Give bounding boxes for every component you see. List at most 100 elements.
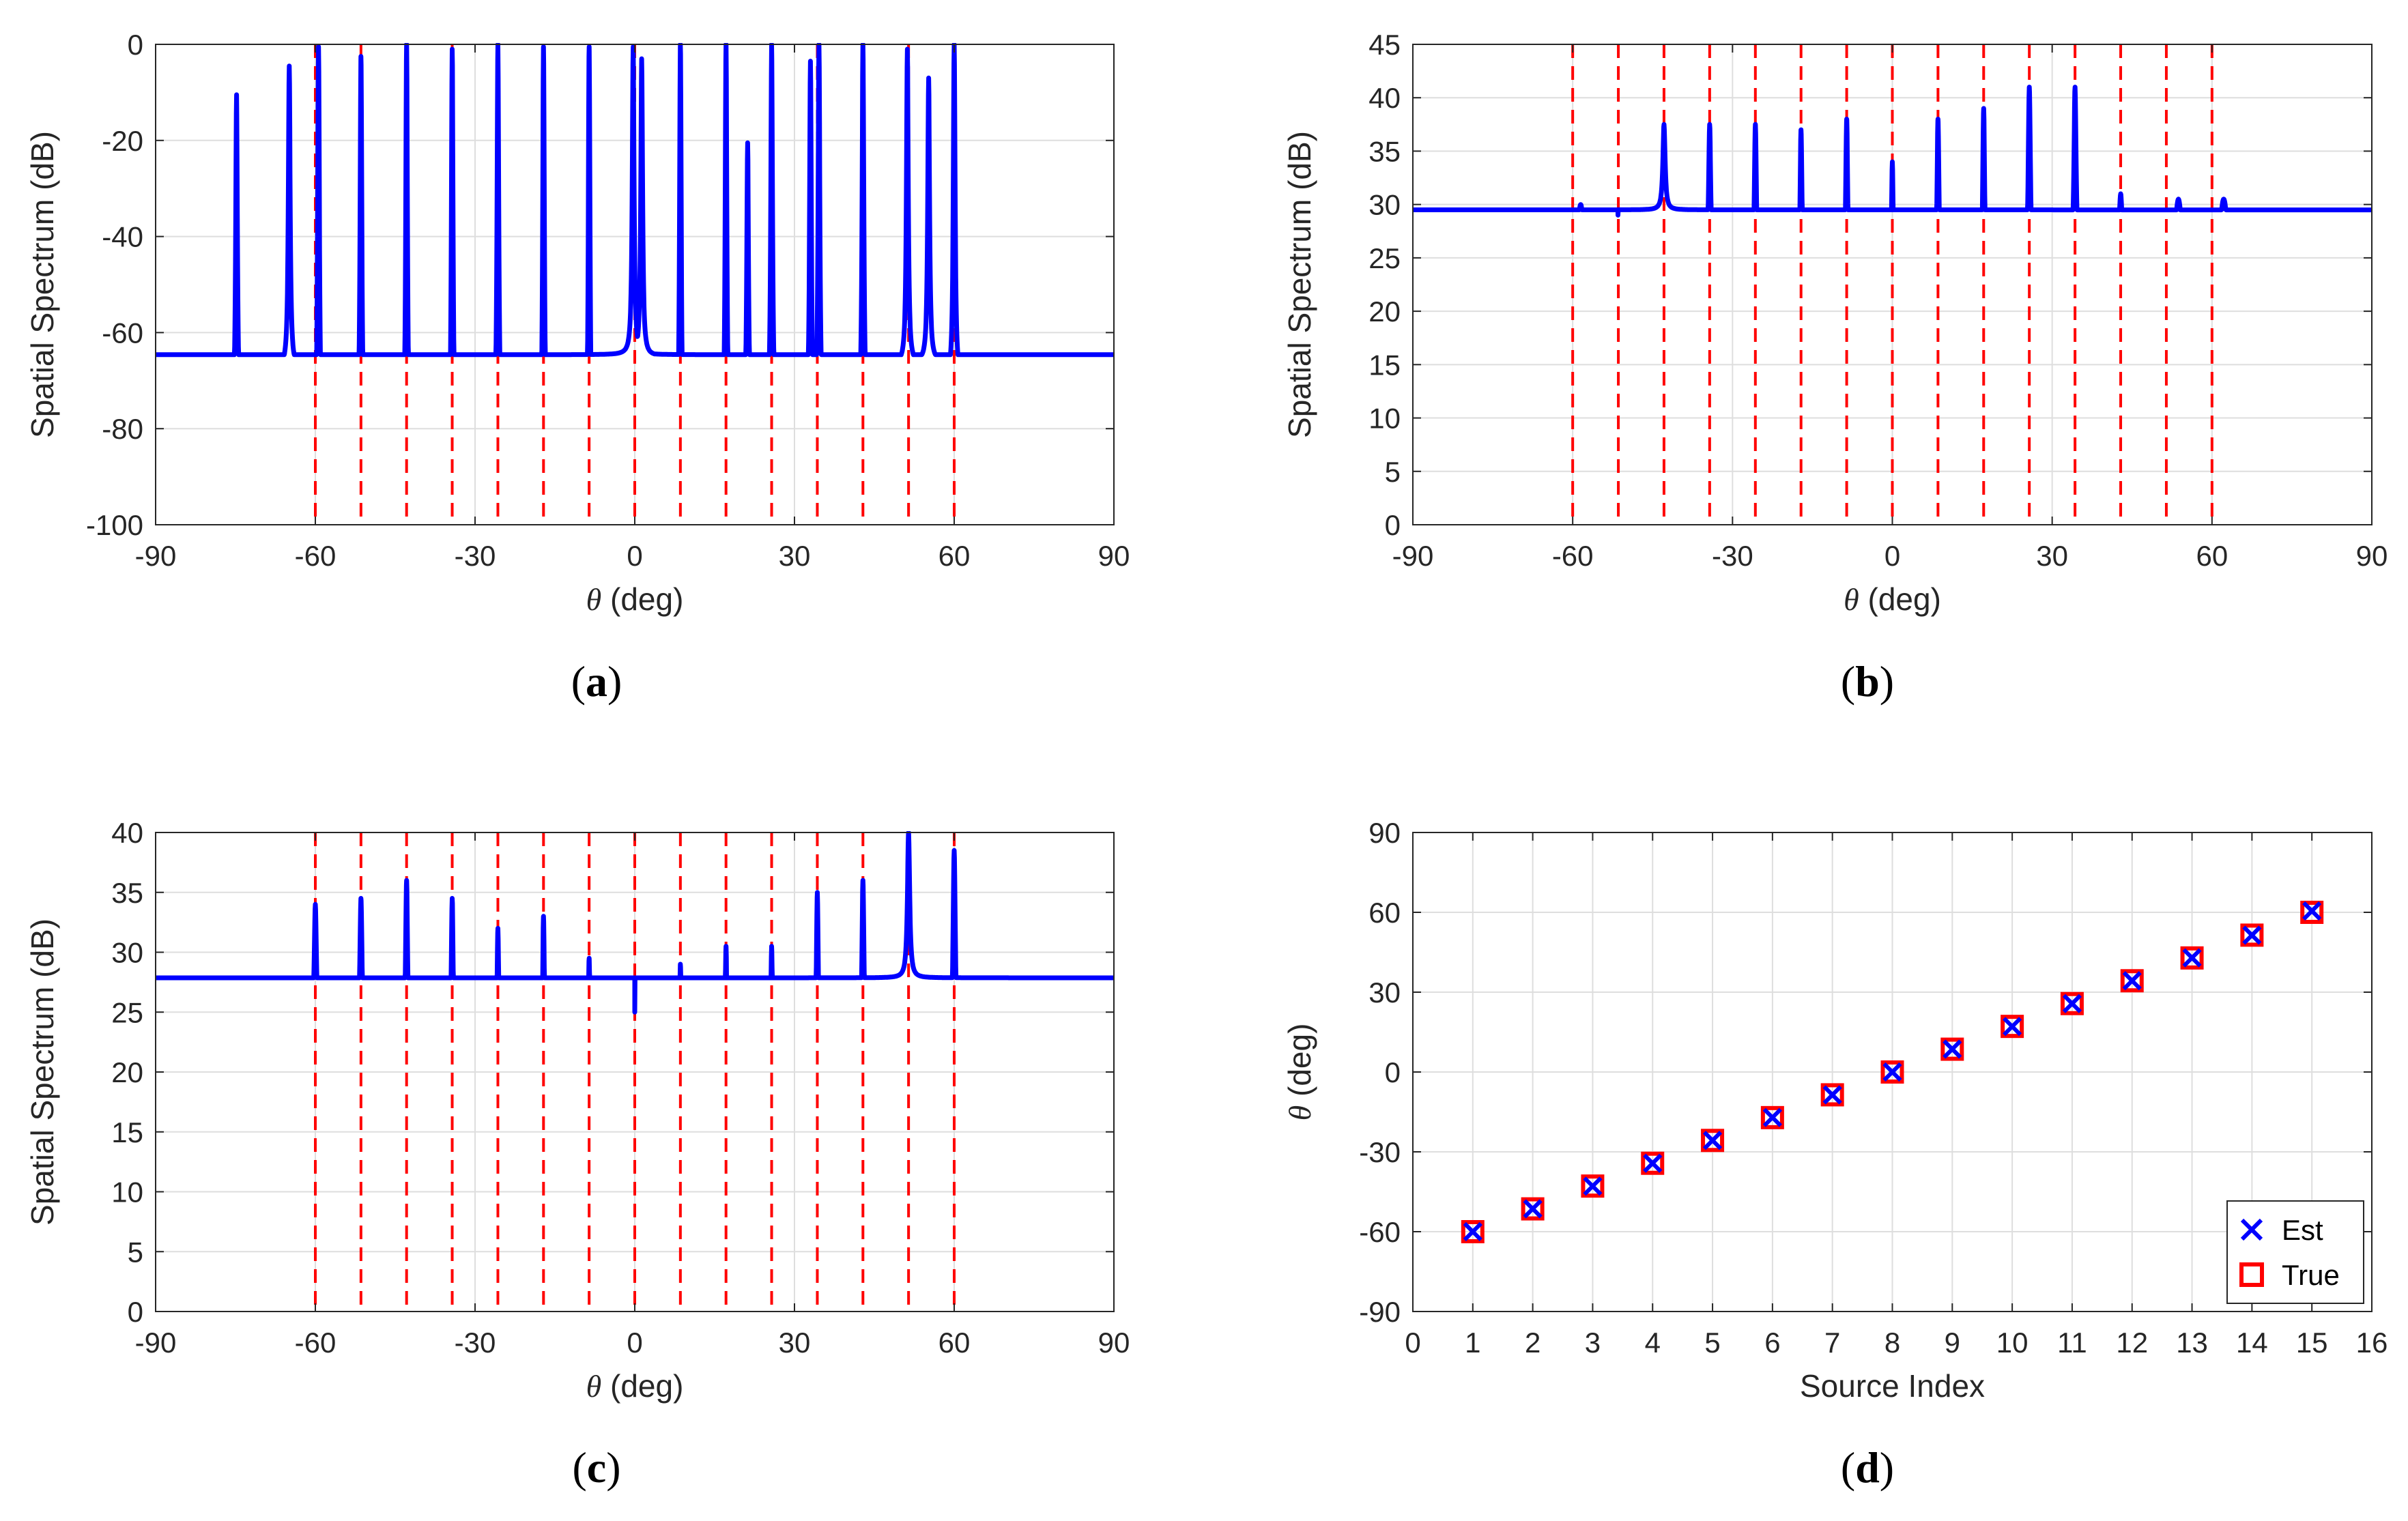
x-tick-label: 5 [1704, 1327, 1720, 1359]
y-tick-label: 40 [111, 817, 143, 849]
true-marker [2300, 901, 2324, 924]
x-tick-label: 0 [1884, 540, 1900, 572]
y-tick-label: 15 [111, 1116, 143, 1148]
y-tick-label: 40 [1368, 82, 1401, 114]
legend-true-marker [2239, 1262, 2264, 1287]
y-tick-label: 30 [111, 937, 143, 969]
x-tick-label: 60 [2196, 540, 2228, 572]
y-tick-label: 10 [111, 1176, 143, 1208]
y-tick-label: 0 [1385, 509, 1401, 541]
x-tick-label: 1 [1465, 1327, 1480, 1359]
y-axis-label: Spatial Spectrum (dB) [1282, 131, 1317, 438]
y-axis-label-unit: (deg) [1282, 1024, 1317, 1105]
y-tick-label: 0 [128, 1296, 143, 1328]
x-tick-label: 90 [2356, 540, 2388, 572]
subfigure-caption: (a) [571, 657, 622, 706]
y-tick-label: -20 [102, 125, 143, 157]
x-tick-label: 15 [2296, 1327, 2328, 1359]
x-tick-label: 30 [2036, 540, 2068, 572]
legend-est-marker [2240, 1218, 2263, 1241]
y-tick-label: 90 [1368, 817, 1401, 849]
est-marker [2302, 901, 2322, 921]
true-marker [1820, 1083, 1844, 1107]
x-axis-label-unit: (deg) [601, 581, 683, 617]
x-tick-label: 0 [627, 540, 642, 572]
x-tick-label: 30 [779, 540, 811, 572]
y-tick-label: 10 [1368, 403, 1401, 435]
est-marker [1762, 1107, 1783, 1127]
caption-paren: ( [1841, 657, 1855, 706]
chart-c: -90 -60 -30 0 30 60 90 0 5 10 15 20 25 30 35 40 θ (deg) S… [25, 817, 1130, 1492]
y-tick-label: -100 [86, 509, 143, 541]
caption-letter: b [1855, 657, 1880, 706]
x-tick-label: -30 [1712, 540, 1753, 572]
x-tick-label: -90 [135, 540, 177, 572]
subfigure-caption: (c) [572, 1443, 620, 1492]
x-axis-label-unit: (deg) [1859, 581, 1941, 617]
caption-paren: ( [572, 1443, 586, 1492]
caption-letter: c [587, 1443, 606, 1492]
x-tick-label: 4 [1645, 1327, 1661, 1359]
true-marker [1641, 1151, 1665, 1175]
x-tick-label: 11 [2057, 1327, 2087, 1359]
x-axis-label: θ (deg) [1844, 581, 1941, 617]
caption-paren: ) [606, 1443, 620, 1492]
y-tick-label: -40 [102, 221, 143, 253]
caption-paren: ) [1880, 1443, 1894, 1492]
x-tick-label: 9 [1945, 1327, 1960, 1359]
true-marker [1880, 1060, 1904, 1084]
x-axis-label-unit: (deg) [601, 1368, 683, 1404]
y-tick-label: 5 [128, 1236, 143, 1268]
true-marker [2060, 991, 2084, 1015]
x-axis-label-symbol: θ [1844, 582, 1859, 617]
caption-letter: a [586, 657, 607, 706]
x-tick-label: 10 [1996, 1327, 2029, 1359]
true-marker [1461, 1220, 1485, 1243]
x-axis-label-symbol: θ [586, 1369, 602, 1404]
true-marker [1940, 1037, 1964, 1061]
spectrum-line [156, 43, 1114, 358]
true-marker [2180, 946, 2204, 970]
est-marker [2182, 948, 2202, 968]
est-marker [1643, 1153, 1663, 1173]
y-tick-label: 35 [111, 877, 143, 909]
x-tick-label: -60 [295, 540, 336, 572]
x-axis-label: Source Index [1800, 1368, 1985, 1404]
y-tick-label: 25 [111, 996, 143, 1028]
true-marker [1581, 1174, 1605, 1198]
legend: Est True [2226, 1200, 2364, 1304]
x-axis-label: θ (deg) [586, 1368, 684, 1404]
y-tick-label: -60 [102, 317, 143, 349]
x-tick-label: 6 [1764, 1327, 1780, 1359]
est-marker [2003, 1017, 2022, 1037]
spectrum-line [1413, 85, 2372, 218]
x-axis-label-symbol: θ [586, 582, 602, 617]
y-tick-label: 45 [1368, 29, 1401, 61]
caption-paren: ) [607, 657, 622, 706]
y-tick-label: -30 [1359, 1136, 1401, 1168]
subfigure-caption: (d) [1841, 1443, 1894, 1492]
x-axis-label: θ (deg) [586, 581, 684, 617]
x-tick-label: 8 [1884, 1327, 1900, 1359]
subfigure-caption: (b) [1841, 657, 1894, 706]
est-marker [1822, 1085, 1842, 1105]
est-marker [1523, 1199, 1543, 1219]
y-tick-label: 30 [1368, 189, 1401, 221]
est-marker [1583, 1176, 1603, 1196]
est-marker [1463, 1221, 1482, 1242]
y-axis-label: Spatial Spectrum (dB) [25, 918, 60, 1226]
y-tick-label: 5 [1385, 456, 1401, 488]
est-marker [2062, 994, 2082, 1013]
x-tick-label: -60 [1552, 540, 1594, 572]
legend-est-label: Est [2282, 1214, 2323, 1246]
y-tick-label: 20 [1368, 295, 1401, 328]
x-tick-label: 0 [627, 1327, 642, 1359]
caption-paren: ) [1880, 657, 1894, 706]
y-tick-label: -80 [102, 413, 143, 445]
true-marker [2001, 1015, 2024, 1039]
y-tick-label: 0 [1385, 1056, 1401, 1088]
x-tick-label: -60 [295, 1327, 336, 1359]
x-tick-label: 90 [1098, 540, 1130, 572]
